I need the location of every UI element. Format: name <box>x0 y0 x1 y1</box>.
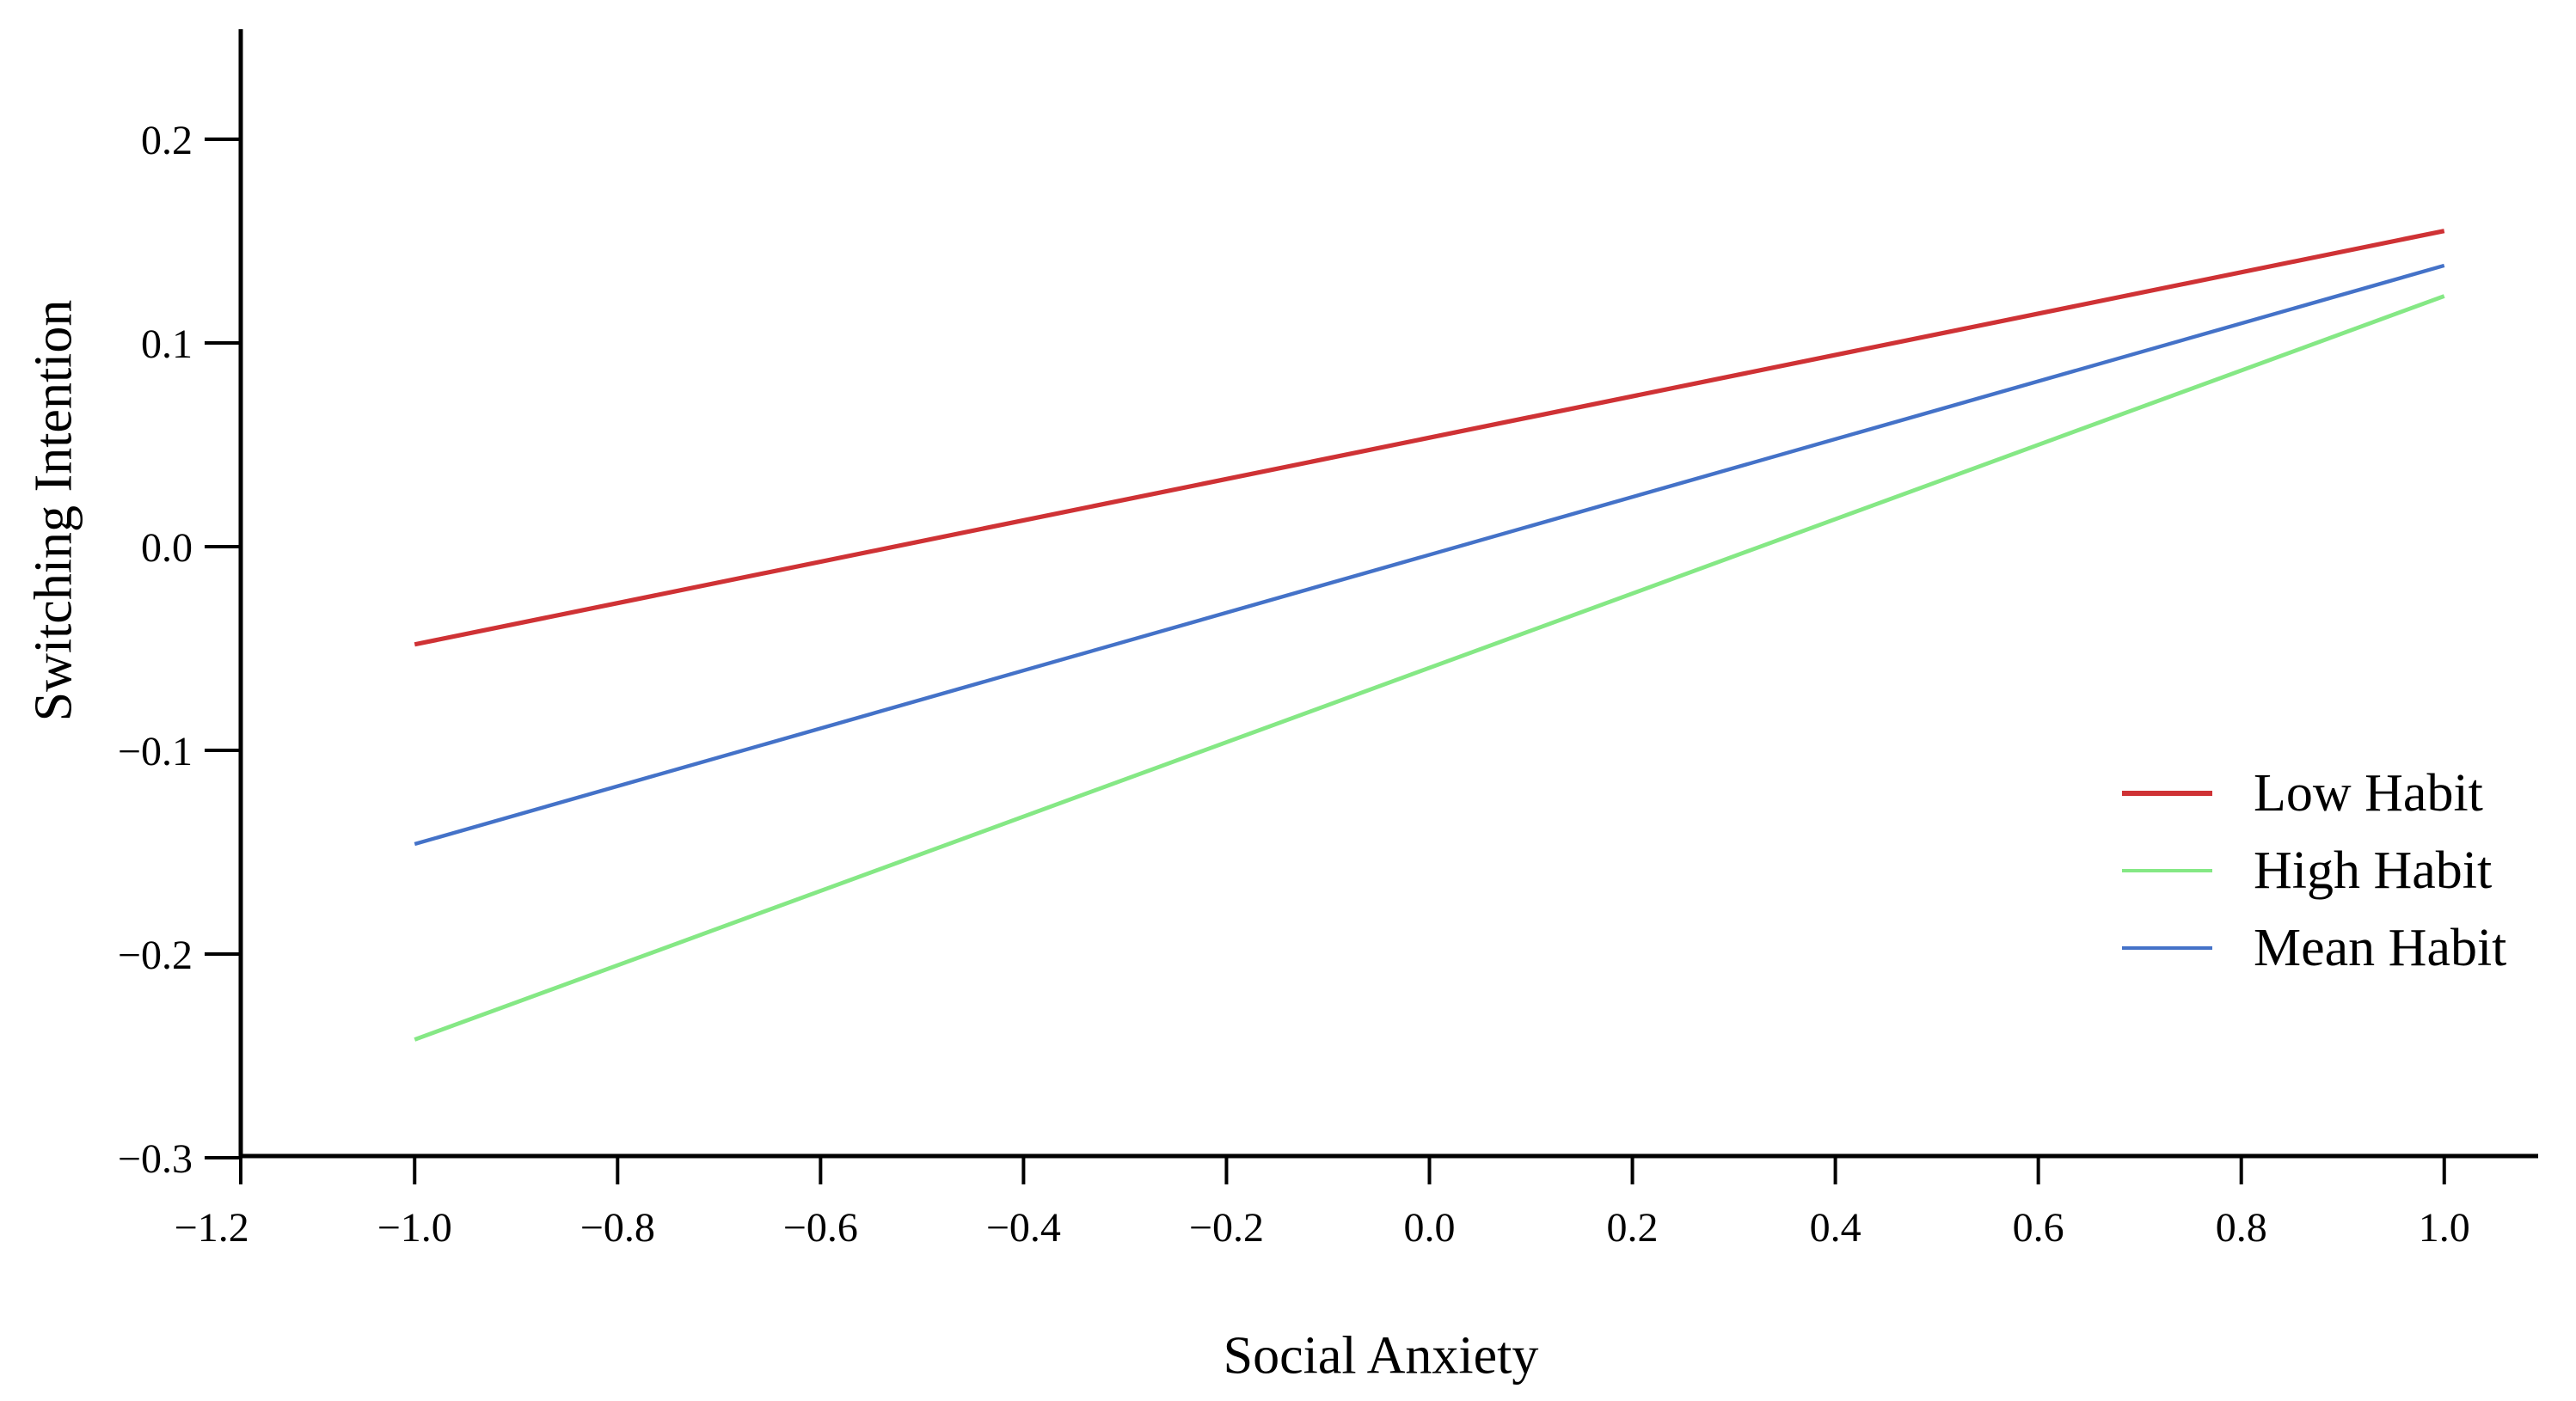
x-tick-label: −0.2 <box>1189 1205 1264 1251</box>
x-tick-label: 0.2 <box>1607 1205 1659 1251</box>
x-tick-label: −0.4 <box>986 1205 1061 1251</box>
legend-item: High Habit <box>2122 832 2506 909</box>
y-tick-label: 0.1 <box>141 321 193 367</box>
series-line-low-habit <box>414 229 2445 647</box>
legend-label: High Habit <box>2254 841 2493 900</box>
x-axis-title: Social Anxiety <box>1223 1326 1539 1386</box>
series-line-high-habit <box>414 294 2445 1042</box>
series-line-mean-habit <box>414 263 2445 847</box>
legend-label: Low Habit <box>2254 764 2483 823</box>
x-tick-label: 0.6 <box>2013 1205 2064 1251</box>
x-tick-label: −1.2 <box>175 1205 249 1251</box>
y-axis-title: Switching Intention <box>24 299 83 722</box>
x-tick-label: −0.8 <box>580 1205 655 1251</box>
y-tick-label: 0.0 <box>141 525 193 571</box>
legend-item: Low Habit <box>2122 755 2506 832</box>
legend-line-swatch <box>2122 868 2212 873</box>
x-tick-label: 0.8 <box>2216 1205 2267 1251</box>
legend: Low Habit High Habit Mean Habit <box>2122 755 2506 987</box>
legend-line-swatch <box>2122 945 2212 951</box>
y-tick-label: −0.1 <box>118 729 193 774</box>
x-tick-label: −1.0 <box>377 1205 452 1251</box>
x-tick-label: 1.0 <box>2419 1205 2470 1251</box>
x-tick-label: −0.6 <box>783 1205 858 1251</box>
y-tick-label: −0.3 <box>118 1136 193 1182</box>
legend-label: Mean Habit <box>2254 919 2507 977</box>
x-tick-label: 0.4 <box>1810 1205 1861 1251</box>
legend-item: Mean Habit <box>2122 909 2506 987</box>
legend-line-swatch <box>2122 791 2212 796</box>
y-tick-label: −0.2 <box>118 933 193 978</box>
x-tick-label: 0.0 <box>1404 1205 1456 1251</box>
y-tick-label: 0.2 <box>141 118 193 163</box>
